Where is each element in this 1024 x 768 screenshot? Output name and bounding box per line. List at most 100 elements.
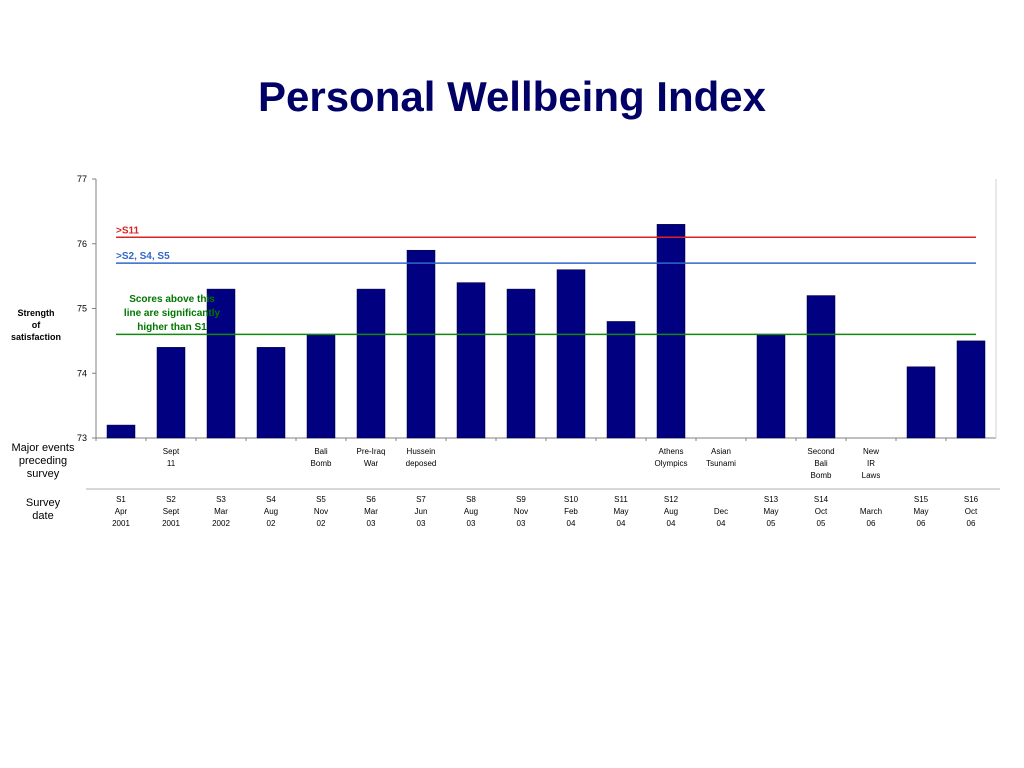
bar <box>206 288 236 439</box>
survey-date-label: S10 <box>564 495 579 504</box>
survey-date-label: Mar <box>364 507 378 516</box>
survey-date-label: 03 <box>467 519 476 528</box>
significance-note: line are significantly <box>124 308 221 319</box>
survey-date-label: 05 <box>767 519 776 528</box>
bar <box>456 282 486 439</box>
event-label: Pre-Iraq <box>357 447 386 456</box>
survey-date-label: 05 <box>817 519 826 528</box>
survey-date-label: 04 <box>567 519 576 528</box>
y-tick-label: 76 <box>77 239 87 249</box>
event-label: 11 <box>167 459 176 468</box>
major-events-label-line: survey <box>26 468 60 480</box>
survey-date-label: S11 <box>614 495 628 504</box>
survey-date-label: S2 <box>166 495 176 504</box>
y-tick-label: 75 <box>77 304 87 314</box>
bar <box>156 347 186 439</box>
survey-date-label: 03 <box>367 519 376 528</box>
event-label: Bomb <box>811 471 832 480</box>
survey-date-label: Nov <box>314 507 328 516</box>
bar <box>256 347 286 439</box>
survey-date-label-line: Survey <box>25 497 61 509</box>
y-axis-label: Strength of satisfaction <box>4 307 68 343</box>
survey-date-label: S8 <box>466 495 476 504</box>
survey-date-label: Nov <box>514 507 528 516</box>
survey-date-label: S7 <box>416 495 426 504</box>
bar <box>356 288 386 439</box>
bar <box>406 249 436 439</box>
survey-date-label: Sept <box>163 507 180 516</box>
event-label: Tsunami <box>706 459 736 468</box>
survey-date-label: May <box>913 507 928 516</box>
event-label: Asian <box>711 447 731 456</box>
survey-date-label: Aug <box>664 507 678 516</box>
survey-date-label: 02 <box>267 519 276 528</box>
survey-date-label: S3 <box>216 495 226 504</box>
survey-date-label: 03 <box>417 519 426 528</box>
event-label: IR <box>867 459 875 468</box>
survey-date-label: S16 <box>964 495 979 504</box>
survey-date-label: S13 <box>764 495 779 504</box>
bar <box>806 295 836 439</box>
survey-date-label: Mar <box>214 507 228 516</box>
survey-date-label: May <box>613 507 628 516</box>
bar <box>506 288 536 439</box>
major-events-label-line: Major events <box>11 442 75 454</box>
survey-date-label: Apr <box>115 507 128 516</box>
y-axis-label-line: Strength <box>17 308 55 318</box>
event-label: deposed <box>406 459 437 468</box>
survey-date-label: March <box>860 507 882 516</box>
survey-date-label: Aug <box>264 507 278 516</box>
bar <box>956 340 986 439</box>
survey-date-label: 06 <box>917 519 926 528</box>
y-axis-label-line: satisfaction <box>10 332 61 342</box>
survey-date-label: 04 <box>667 519 676 528</box>
survey-date-label: Survey date <box>2 497 84 523</box>
survey-date-label: 04 <box>717 519 726 528</box>
event-label: New <box>863 447 879 456</box>
event-label: Bomb <box>311 459 332 468</box>
page-title: Personal Wellbeing Index <box>257 73 767 120</box>
significance-note: Scores above this <box>129 294 215 305</box>
survey-date-label: 2001 <box>162 519 180 528</box>
survey-date-label: Oct <box>815 507 828 516</box>
survey-date-label: 03 <box>517 519 526 528</box>
survey-date-label-line: date <box>32 510 54 522</box>
survey-date-label: 06 <box>967 519 976 528</box>
bar <box>656 224 686 439</box>
survey-date-label: 02 <box>317 519 326 528</box>
event-label: Athens <box>659 447 684 456</box>
event-label: Laws <box>862 471 881 480</box>
bar <box>106 424 136 439</box>
reference-line-label: >S11 <box>116 225 140 236</box>
event-label: War <box>364 459 379 468</box>
bar <box>306 334 336 439</box>
survey-date-label: S12 <box>664 495 679 504</box>
survey-date-label: S14 <box>814 495 829 504</box>
survey-date-label: S15 <box>914 495 929 504</box>
bar <box>756 334 786 439</box>
survey-date-label: S4 <box>266 495 276 504</box>
survey-date-label: Dec <box>714 507 728 516</box>
survey-date-label: 2002 <box>212 519 230 528</box>
bar <box>556 269 586 439</box>
event-label: Bali <box>314 447 328 456</box>
survey-date-label: Jun <box>415 507 428 516</box>
major-events-label-line: preceding <box>18 455 68 467</box>
event-label: Bali <box>814 459 828 468</box>
survey-date-label: S5 <box>316 495 326 504</box>
survey-date-label: S6 <box>366 495 376 504</box>
bar <box>906 366 936 439</box>
y-axis-label-line: of <box>31 320 41 330</box>
event-label: Sept <box>163 447 180 456</box>
bar <box>606 321 636 439</box>
event-label: Hussein <box>407 447 436 456</box>
survey-date-label: May <box>763 507 778 516</box>
survey-date-label: 2001 <box>112 519 130 528</box>
event-label: Olympics <box>655 459 688 468</box>
survey-date-label: S9 <box>516 495 526 504</box>
survey-date-label: 04 <box>617 519 626 528</box>
significance-note: higher than S1 <box>137 322 207 333</box>
major-events-label: Major events preceding survey <box>2 442 84 481</box>
y-tick-label: 77 <box>77 174 87 184</box>
